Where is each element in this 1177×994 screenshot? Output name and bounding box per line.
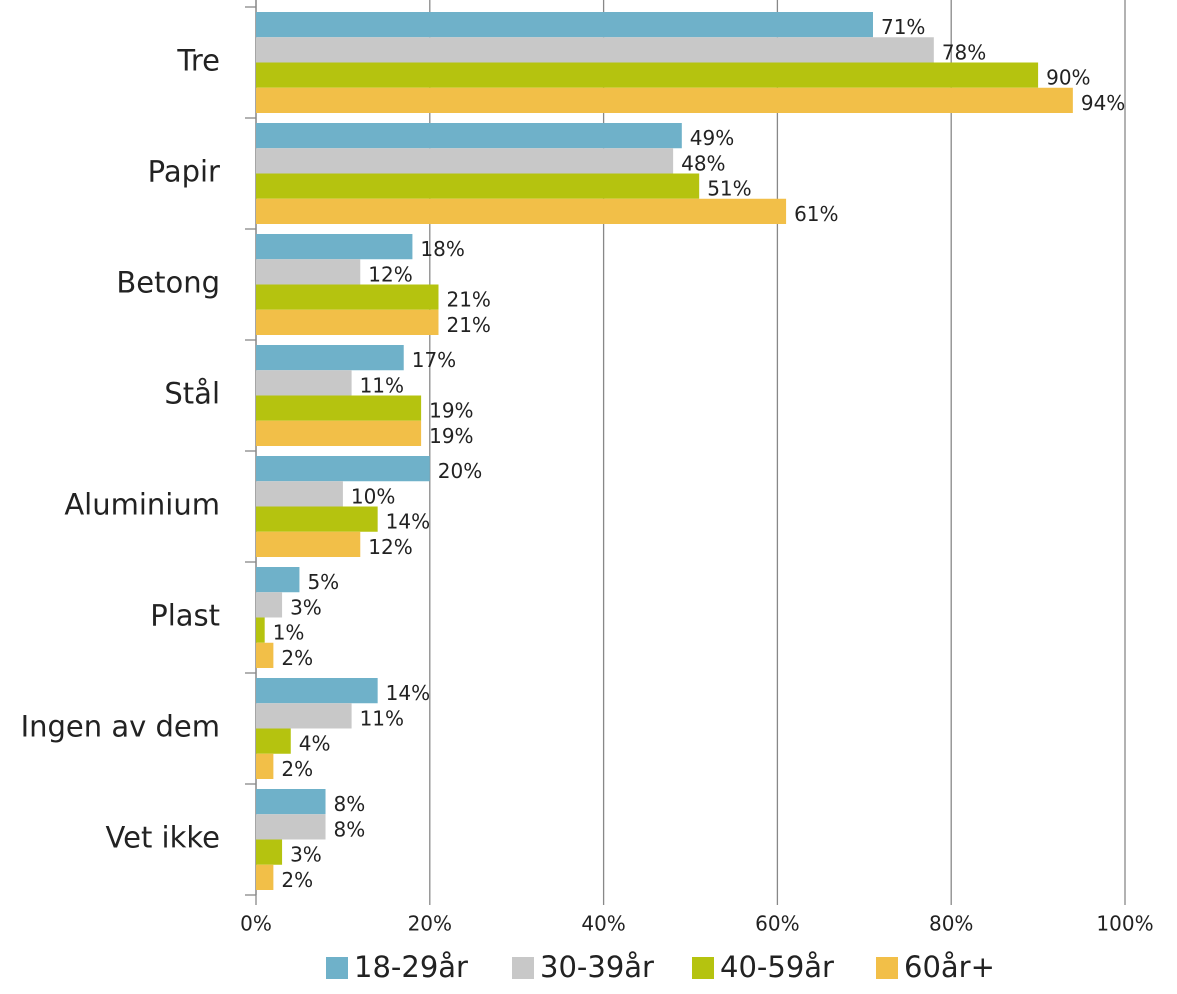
x-tick-label: 80% (929, 912, 973, 936)
bar (256, 87, 1073, 113)
bar (256, 642, 274, 668)
y-tick-label: Papir (148, 155, 220, 189)
data-label: 2% (281, 646, 313, 670)
data-label: 1% (273, 621, 305, 645)
bar (256, 148, 674, 174)
data-label: 3% (290, 843, 322, 867)
y-tick-label: Tre (176, 44, 220, 78)
data-label: 49% (690, 126, 734, 150)
bar (256, 617, 265, 643)
bar (256, 481, 343, 507)
data-label: 8% (334, 792, 366, 816)
y-tick-label: Plast (150, 599, 220, 633)
data-label: 94% (1081, 91, 1125, 115)
bar (256, 531, 361, 557)
data-label: 18% (420, 237, 464, 261)
bar (256, 173, 700, 199)
bar (256, 345, 404, 371)
y-tick-label: Ingen av dem (21, 710, 220, 744)
bar (256, 592, 283, 618)
data-label: 12% (368, 535, 412, 559)
legend-swatch (326, 957, 348, 979)
legend-swatch (876, 957, 898, 979)
legend-label: 30-39år (540, 950, 654, 984)
data-label: 3% (290, 595, 322, 619)
y-tick-label: Vet ikke (106, 821, 220, 855)
data-label: 8% (334, 817, 366, 841)
data-label: 14% (386, 681, 430, 705)
data-label: 51% (707, 177, 751, 201)
bar (256, 198, 787, 224)
bar (256, 123, 682, 149)
bar (256, 864, 274, 890)
y-tick-label: Aluminium (64, 488, 220, 522)
bar (256, 12, 873, 38)
data-label: 5% (307, 570, 339, 594)
data-label: 12% (368, 262, 412, 286)
data-label: 19% (429, 424, 473, 448)
data-label: 90% (1046, 66, 1090, 90)
legend-label: 18-29år (354, 950, 468, 984)
bar (256, 753, 274, 779)
bar (256, 370, 352, 396)
data-label: 78% (942, 40, 986, 64)
data-label: 48% (681, 151, 725, 175)
data-label: 14% (386, 510, 430, 534)
legend-swatch (512, 957, 534, 979)
legend-label: 40-59år (720, 950, 834, 984)
y-tick-label: Stål (164, 377, 220, 411)
data-label: 21% (446, 313, 490, 337)
bar (256, 567, 300, 593)
x-tick-label: 60% (755, 912, 799, 936)
bar (256, 395, 422, 421)
bar (256, 37, 934, 63)
data-label: 20% (438, 459, 482, 483)
bar (256, 506, 378, 532)
data-label: 11% (360, 373, 404, 397)
bar (256, 234, 413, 260)
legend-label: 60år+ (904, 950, 995, 984)
data-label: 10% (351, 484, 395, 508)
bar (256, 814, 326, 840)
data-label: 17% (412, 348, 456, 372)
data-label: 2% (281, 868, 313, 892)
bar (256, 789, 326, 815)
legend-swatch (692, 957, 714, 979)
bar (256, 678, 378, 704)
bar (256, 839, 283, 865)
bar (256, 62, 1039, 88)
bar (256, 309, 439, 335)
bar (256, 420, 422, 446)
x-tick-label: 20% (408, 912, 452, 936)
y-tick-label: Betong (116, 266, 220, 300)
data-label: 2% (281, 757, 313, 781)
data-label: 61% (794, 202, 838, 226)
x-tick-label: 0% (240, 912, 272, 936)
data-label: 19% (429, 399, 473, 423)
bar (256, 284, 439, 310)
x-tick-label: 100% (1096, 912, 1153, 936)
data-label: 11% (360, 706, 404, 730)
bar (256, 259, 361, 285)
bar (256, 728, 291, 754)
x-tick-label: 40% (581, 912, 625, 936)
bar (256, 703, 352, 729)
bar (256, 456, 430, 482)
data-label: 21% (446, 288, 490, 312)
data-label: 71% (881, 15, 925, 39)
data-label: 4% (299, 732, 331, 756)
